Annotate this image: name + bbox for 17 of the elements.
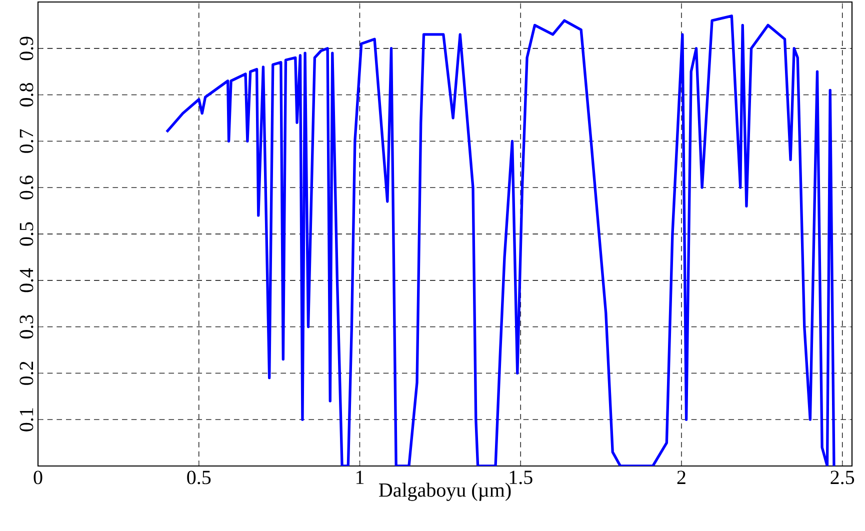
y-tick-label: 0.3 (20, 315, 34, 339)
x-tick-label: 2.5 (830, 470, 854, 484)
x-tick-label: 1 (356, 470, 364, 484)
y-tick-label: 0.7 (20, 129, 34, 153)
x-tick-label: 0.5 (187, 470, 211, 484)
y-tick-label: 0.9 (20, 36, 34, 60)
y-tick-label: 0.5 (20, 222, 34, 246)
x-tick-label: 2 (677, 470, 686, 484)
x-tick-label: 0 (34, 470, 42, 484)
y-tick-label: 0.2 (20, 362, 34, 385)
x-axis-title: Dalgaboyu (µm) (379, 482, 511, 501)
line-series (165, 14, 836, 466)
y-tick-label: 0.8 (20, 83, 34, 107)
y-tick-label: 0.1 (20, 408, 34, 432)
y-tick-label: 0.6 (20, 176, 34, 200)
y-tick-label: 0.4 (20, 268, 34, 292)
x-tick-label: 1.5 (510, 470, 532, 484)
